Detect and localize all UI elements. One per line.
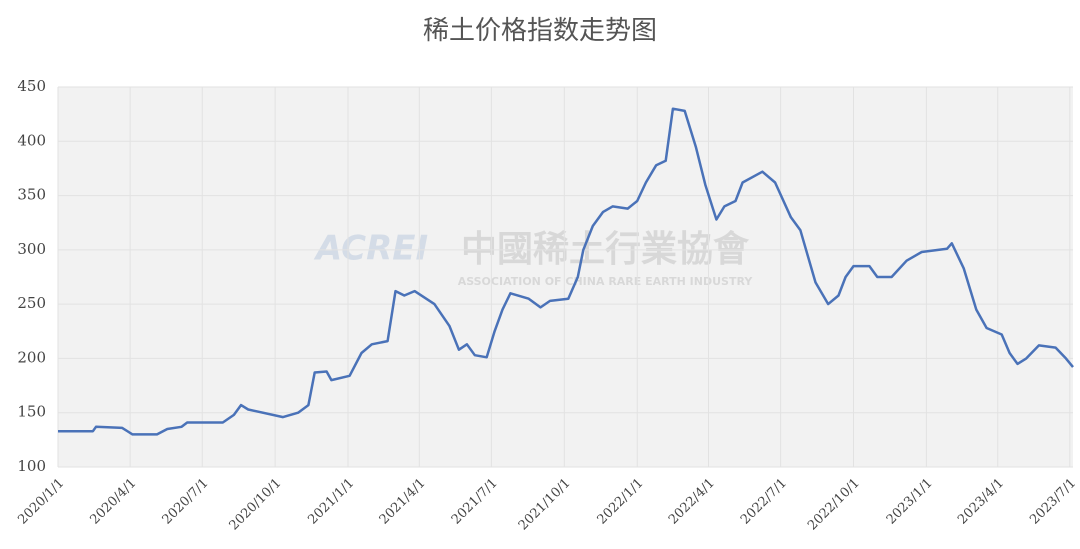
x-tick-label: 2021/1/1 xyxy=(305,476,357,528)
y-tick-label: 350 xyxy=(17,186,46,204)
watermark: ACREI 中國稀土行業協會 ASSOCIATION OF CHINA RARE… xyxy=(313,228,753,288)
watermark-name: 中國稀土行業協會 xyxy=(461,228,750,270)
y-tick-label: 300 xyxy=(17,240,46,258)
y-tick-label: 100 xyxy=(17,457,46,475)
x-tick-label: 2021/4/1 xyxy=(377,476,429,528)
x-tick-label: 2023/1/1 xyxy=(884,476,936,528)
x-tick-label: 2023/7/1 xyxy=(1027,476,1079,528)
x-tick-label: 2020/7/1 xyxy=(160,476,212,528)
y-tick-label: 150 xyxy=(17,403,46,421)
x-tick-label: 2022/10/1 xyxy=(805,476,863,534)
x-tick-label: 2020/1/1 xyxy=(15,476,67,528)
x-tick-label: 2022/1/1 xyxy=(595,476,647,528)
y-tick-label: 450 xyxy=(17,77,46,95)
x-tick-label: 2020/10/1 xyxy=(227,476,285,534)
x-tick-label: 2022/7/1 xyxy=(738,476,790,528)
y-tick-label: 400 xyxy=(17,131,46,149)
plot-area xyxy=(58,87,1073,467)
y-tick-label: 200 xyxy=(17,348,46,366)
x-tick-label: 2021/7/1 xyxy=(449,476,501,528)
y-tick-label: 250 xyxy=(17,294,46,312)
watermark-subtitle: ASSOCIATION OF CHINA RARE EARTH INDUSTRY xyxy=(458,275,754,288)
x-tick-label: 2022/4/1 xyxy=(666,476,718,528)
x-tick-label: 2020/4/1 xyxy=(88,476,140,528)
data-line xyxy=(58,107,1074,436)
watermark-logo: ACREI xyxy=(313,229,428,269)
x-tick-label: 2023/4/1 xyxy=(955,476,1007,528)
x-tick-label: 2021/10/1 xyxy=(516,476,574,534)
chart-title: 稀土价格指数走势图 xyxy=(423,16,657,46)
